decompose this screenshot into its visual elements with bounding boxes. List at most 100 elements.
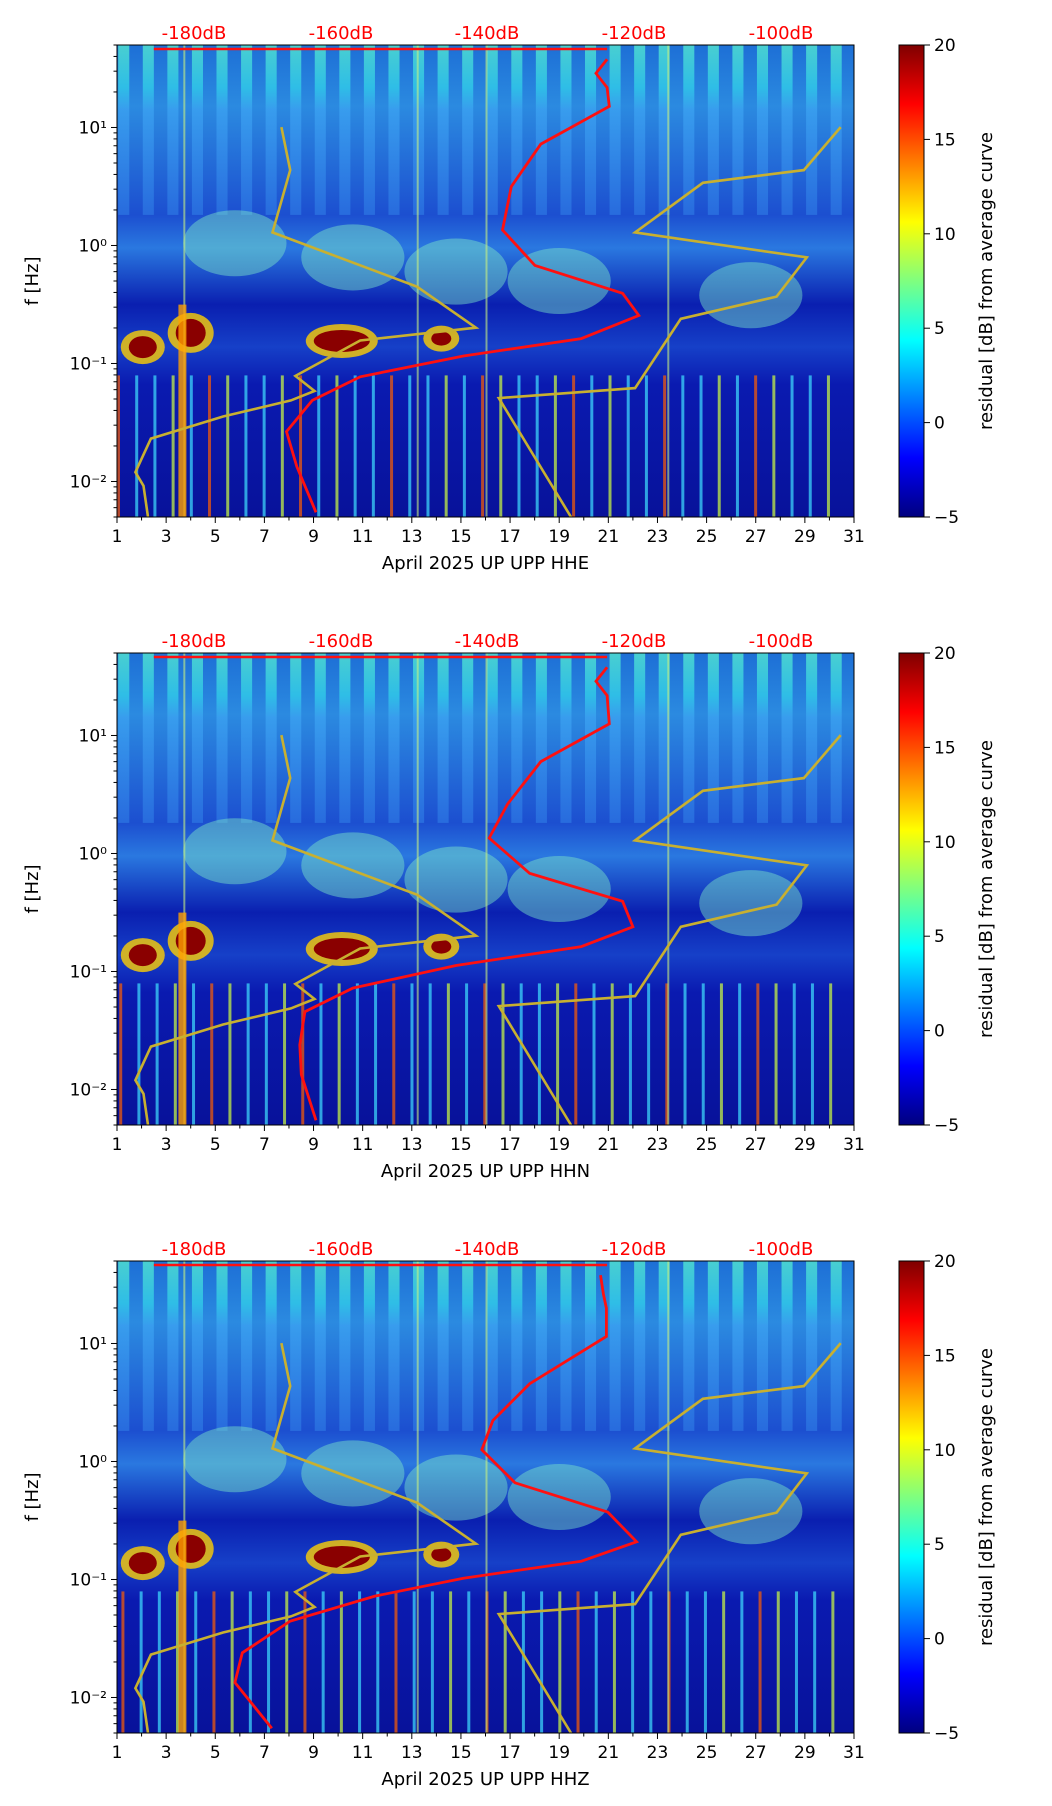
x-tick-label: 7 [259, 1135, 270, 1155]
x-tick-label: 9 [308, 1135, 319, 1155]
x-tick-label: 5 [210, 1743, 221, 1763]
y-tick-label: 10¹ [79, 1334, 107, 1354]
high-noise-model-curve [496, 126, 842, 517]
db-scale-label: -180dB [162, 631, 227, 652]
high-noise-model-curve [496, 1342, 842, 1733]
colorbar: 20 15 10 5 0 −5 residual [dB] from average cur… [898, 36, 997, 528]
y-tick-label: 10⁻² [70, 472, 107, 492]
db-scale-label: -100dB [749, 631, 814, 652]
x-tick-label: 3 [161, 1743, 172, 1763]
db-scale-label: -140dB [455, 1239, 520, 1260]
colorbar-tick-label: 5 [934, 927, 945, 947]
spectrogram-image [117, 1261, 854, 1733]
x-tick-label: 19 [548, 527, 570, 547]
x-tick-label: 31 [843, 1743, 865, 1763]
db-scale-label: -180dB [162, 23, 227, 44]
y-tick-label: 10⁻¹ [70, 962, 107, 982]
db-scale-label: -120dB [602, 23, 667, 44]
x-tick-label: 31 [843, 1135, 865, 1155]
x-tick-label: 31 [843, 527, 865, 547]
median-psd-curve [298, 666, 635, 1121]
db-scale-label: -100dB [749, 23, 814, 44]
y-axis-label: f [Hz] [22, 1472, 43, 1521]
y-axis-label: f [Hz] [22, 256, 43, 305]
x-axis-label: April 2025 UP UPP HHZ [381, 1769, 589, 1790]
colorbar-tick-label: 10 [934, 833, 956, 853]
colorbar-tick-label: 5 [934, 319, 945, 339]
x-tick-label: 17 [499, 1135, 521, 1155]
db-scale-label: -120dB [602, 1239, 667, 1260]
spectrogram-image [117, 45, 854, 517]
colorbar-tick-label: 15 [934, 738, 956, 758]
colorbar-tick-label: 10 [934, 225, 956, 245]
db-scale-label: -180dB [162, 1239, 227, 1260]
colorbar-tick-label: 0 [934, 1022, 945, 1042]
x-tick-label: 1 [112, 1743, 123, 1763]
db-scale-label: -100dB [749, 1239, 814, 1260]
x-tick-label: 21 [598, 1743, 620, 1763]
x-tick-label: 9 [308, 527, 319, 547]
y-tick-label: 10⁰ [79, 236, 108, 256]
colorbar-tick-label: −5 [934, 1724, 959, 1744]
spectrogram-panel: 1 3 5 7 9 11 13 15 17 19 21 23 25 27 29 3110⁻²10⁻¹10⁰10… [22, 1239, 997, 1790]
y-tick-label: 10⁻² [70, 1688, 107, 1708]
db-scale-label: -140dB [455, 631, 520, 652]
x-tick-label: 13 [401, 1135, 423, 1155]
x-tick-label: 27 [745, 1135, 767, 1155]
colorbar-tick-label: 20 [934, 1252, 956, 1272]
colorbar: 20 15 10 5 0 −5 residual [dB] from average cur… [898, 1252, 997, 1744]
spectrogram-image [117, 653, 854, 1125]
x-tick-label: 23 [647, 1135, 669, 1155]
x-tick-label: 3 [161, 1135, 172, 1155]
y-tick-label: 10⁰ [79, 1452, 108, 1472]
median-psd-curve [284, 58, 641, 513]
low-noise-model-curve [133, 734, 480, 1125]
x-tick-label: 19 [548, 1135, 570, 1155]
spectrogram-panel: 1 3 5 7 9 11 13 15 17 19 21 23 25 27 29 3110⁻²10⁻¹10⁰10… [22, 23, 997, 574]
colorbar-tick-label: 15 [934, 130, 956, 150]
x-tick-label: 21 [598, 527, 620, 547]
db-scale-label: -160dB [309, 631, 374, 652]
colorbar-label: residual [dB] from average curve [976, 1348, 997, 1646]
x-tick-label: 27 [745, 1743, 767, 1763]
y-tick-label: 10¹ [79, 726, 107, 746]
x-tick-label: 11 [352, 527, 374, 547]
x-tick-label: 15 [450, 1135, 472, 1155]
x-tick-label: 11 [352, 1743, 374, 1763]
x-tick-label: 19 [548, 1743, 570, 1763]
spectrogram-panel: 1 3 5 7 9 11 13 15 17 19 21 23 25 27 29 3110⁻²10⁻¹10⁰10… [22, 631, 997, 1182]
x-tick-label: 3 [161, 527, 172, 547]
x-tick-label: 25 [696, 527, 718, 547]
colorbar-tick-label: 10 [934, 1441, 956, 1461]
x-tick-label: 29 [794, 527, 816, 547]
x-tick-label: 17 [499, 527, 521, 547]
colorbar-tick-label: 20 [934, 644, 956, 664]
x-tick-label: 13 [401, 527, 423, 547]
x-tick-label: 7 [259, 1743, 270, 1763]
colorbar-tick-label: 20 [934, 36, 956, 56]
x-tick-label: 7 [259, 527, 270, 547]
high-noise-model-curve [496, 734, 842, 1125]
colorbar-tick-label: −5 [934, 1116, 959, 1136]
colorbar: 20 15 10 5 0 −5 residual [dB] from average cur… [898, 644, 997, 1136]
x-tick-label: 29 [794, 1743, 816, 1763]
db-scale-label: -160dB [309, 23, 374, 44]
x-tick-label: 17 [499, 1743, 521, 1763]
x-tick-label: 9 [308, 1743, 319, 1763]
x-tick-label: 21 [598, 1135, 620, 1155]
y-tick-label: 10⁻² [70, 1080, 107, 1100]
x-tick-label: 27 [745, 527, 767, 547]
x-tick-label: 15 [450, 1743, 472, 1763]
x-tick-label: 25 [696, 1135, 718, 1155]
x-tick-label: 23 [647, 1743, 669, 1763]
low-noise-model-curve [133, 1342, 480, 1733]
x-tick-label: 13 [401, 1743, 423, 1763]
colorbar-tick-label: −5 [934, 508, 959, 528]
colorbar-label: residual [dB] from average curve [976, 740, 997, 1038]
db-scale-label: -140dB [455, 23, 520, 44]
x-tick-label: 25 [696, 1743, 718, 1763]
x-axis-label: April 2025 UP UPP HHE [382, 553, 589, 574]
y-tick-label: 10⁻¹ [70, 354, 107, 374]
colorbar-tick-label: 0 [934, 414, 945, 434]
